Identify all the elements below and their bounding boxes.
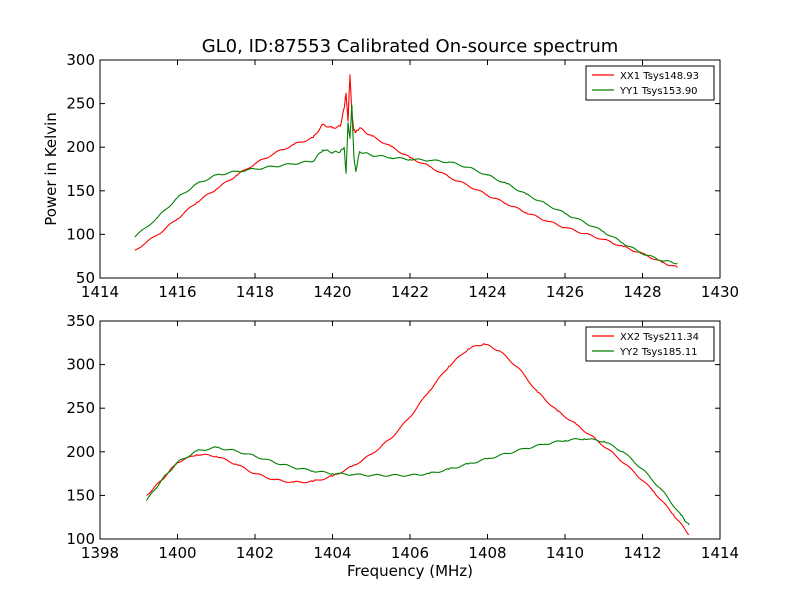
- x-tick-label: 1408: [468, 544, 506, 562]
- x-tick-label: 1416: [158, 283, 196, 301]
- legend-1: XX1 Tsys148.93 YY1 Tsys153.90: [585, 65, 715, 101]
- legend-box: [585, 326, 715, 362]
- y-tick-label: 200: [66, 443, 95, 461]
- x-tick-label: 1398: [81, 544, 119, 562]
- x-tick-label: 1412: [623, 544, 661, 562]
- series-line-2-2: [146, 438, 690, 526]
- y-tick-label: 100: [66, 530, 95, 548]
- series-line-1-2: [134, 104, 678, 265]
- x-tick-label: 1406: [391, 544, 429, 562]
- x-tick-label: 1424: [468, 283, 506, 301]
- x-axis-label: Frequency (MHz): [347, 562, 473, 580]
- x-tick-label: 1418: [236, 283, 274, 301]
- x-tick-label: 1410: [546, 544, 584, 562]
- chart-title: GL0, ID:87553 Calibrated On-source spect…: [202, 36, 619, 57]
- legend-entry: YY1 Tsys153.90: [619, 86, 698, 97]
- y-tick-label: 200: [66, 138, 95, 156]
- x-tick-label: 1404: [313, 544, 351, 562]
- legend-entry: XX2 Tsys211.34: [620, 332, 699, 343]
- legend-box: [585, 65, 715, 101]
- y-axis-label: Power in Kelvin: [42, 112, 60, 226]
- x-tick-label: 1420: [313, 283, 351, 301]
- x-tick-label: 1400: [158, 544, 196, 562]
- y-tick-label: 100: [66, 225, 95, 243]
- legend-entry: XX1 Tsys148.93: [620, 71, 699, 82]
- y-tick-label: 150: [66, 486, 95, 504]
- chart-panel-1: 1414 1416 1418 1420 1422 1424 1426 1428 1430 50 10…: [42, 36, 739, 301]
- y-tick-label: 250: [66, 95, 95, 113]
- chart-panel-2: 1398 1400 1402 1404 1406 1408 1410 1412 1414 100 1…: [66, 312, 739, 580]
- y-tick-label: 50: [76, 269, 95, 287]
- y-tick-label: 350: [66, 312, 95, 330]
- x-tick-label: 1430: [701, 283, 739, 301]
- x-tick-label: 1426: [546, 283, 584, 301]
- legend-2: XX2 Tsys211.34 YY2 Tsys185.11: [585, 326, 715, 362]
- y-tick-label: 300: [66, 51, 95, 69]
- y-tick-label: 150: [66, 182, 95, 200]
- x-tick-label: 1428: [623, 283, 661, 301]
- x-tick-label: 1414: [81, 283, 119, 301]
- series-line-2-1: [146, 343, 690, 536]
- series-line-1-1: [134, 74, 678, 268]
- x-tick-label: 1422: [391, 283, 429, 301]
- x-tick-label: 1402: [236, 544, 274, 562]
- y-tick-label: 250: [66, 399, 95, 417]
- x-tick-label: 1414: [701, 544, 739, 562]
- legend-entry: YY2 Tsys185.11: [619, 347, 698, 358]
- y-tick-label: 300: [66, 356, 95, 374]
